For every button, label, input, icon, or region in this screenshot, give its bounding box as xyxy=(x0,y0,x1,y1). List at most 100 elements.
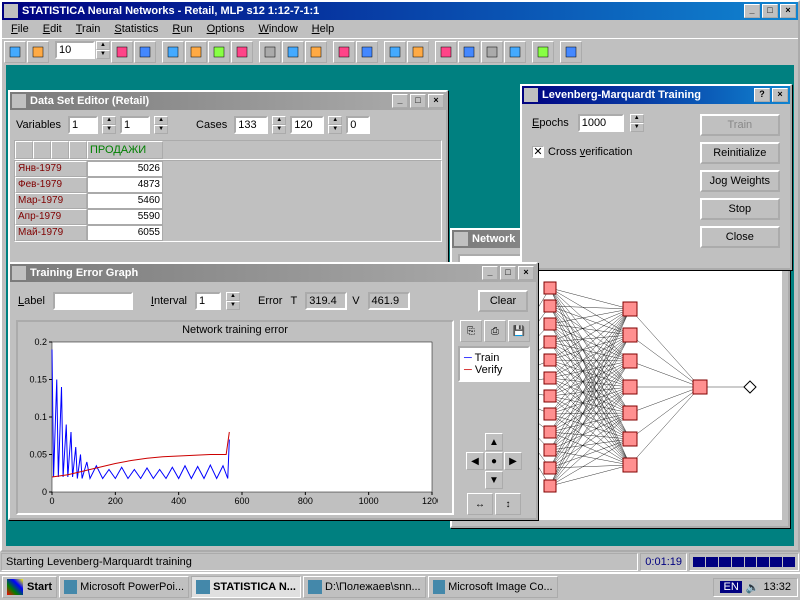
tool-sc3[interactable] xyxy=(305,41,327,63)
var-a-spin[interactable]: ▲▼ xyxy=(102,116,116,134)
tool-save[interactable] xyxy=(27,41,49,63)
tool-net3[interactable] xyxy=(208,41,230,63)
var-b-input[interactable]: 1 xyxy=(120,116,150,134)
systray[interactable]: EN 🔊 13:32 xyxy=(713,578,798,597)
tool-sc2[interactable] xyxy=(282,41,304,63)
ds-tool-4[interactable] xyxy=(69,141,87,159)
chart-tool-copy[interactable]: ⎘ xyxy=(460,320,482,342)
cross-label: Cross verification xyxy=(548,146,632,158)
menu-window[interactable]: Window xyxy=(252,21,305,37)
ds-tool-3[interactable] xyxy=(51,141,69,159)
cross-checkbox[interactable]: ✕ xyxy=(532,146,544,158)
tool-sc1[interactable] xyxy=(259,41,281,63)
nav-pad[interactable]: ▲ ◀●▶ ▼ xyxy=(458,433,530,489)
ds-tool-2[interactable] xyxy=(33,141,51,159)
var-a-input[interactable]: 1 xyxy=(68,116,98,134)
svg-text:0: 0 xyxy=(42,487,47,497)
tool-line[interactable] xyxy=(481,41,503,63)
task-button[interactable]: Microsoft PowerPoi... xyxy=(59,576,189,598)
interval-spin[interactable]: ▲▼ xyxy=(226,292,240,310)
col-header[interactable]: ПРОДАЖИ xyxy=(87,141,163,159)
tool-hist[interactable] xyxy=(435,41,457,63)
table-row[interactable]: Апр-19795590 xyxy=(15,209,441,225)
ds-tool-1[interactable] xyxy=(15,141,33,159)
errgraph-titlebar[interactable]: Training Error Graph _ □ × xyxy=(10,264,536,282)
lm-titlebar[interactable]: Levenberg-Marquardt Training ? × xyxy=(522,86,790,104)
errgraph-close[interactable]: × xyxy=(518,266,534,280)
case-b-spin[interactable]: ▲▼ xyxy=(328,116,342,134)
chart-tool-save[interactable]: 💾 xyxy=(508,320,530,342)
tool-stop[interactable] xyxy=(356,41,378,63)
lm-jog-weights-button[interactable]: Jog Weights xyxy=(700,170,780,192)
tool-net1[interactable] xyxy=(162,41,184,63)
lm-close-button[interactable]: Close xyxy=(700,226,780,248)
table-row[interactable]: Май-19796055 xyxy=(15,225,441,241)
task-button[interactable]: STATISTICA N... xyxy=(191,576,301,598)
case-c-input[interactable]: 0 xyxy=(346,116,370,134)
tool-tool[interactable] xyxy=(532,41,554,63)
dataset-min[interactable]: _ xyxy=(392,94,408,108)
chart-tool-print[interactable]: ⎙ xyxy=(484,320,506,342)
close-button[interactable]: × xyxy=(780,4,796,18)
case-a-spin[interactable]: ▲▼ xyxy=(272,116,286,134)
table-row[interactable]: Янв-19795026 xyxy=(15,161,441,177)
task-button[interactable]: Microsoft Image Co... xyxy=(428,576,558,598)
tray-icon[interactable]: 🔊 xyxy=(746,581,760,594)
dataset-titlebar[interactable]: Data Set Editor (Retail) _ □ × xyxy=(10,92,446,110)
case-a-input[interactable]: 133 xyxy=(234,116,268,134)
network-icon xyxy=(454,232,468,246)
svg-text:0.05: 0.05 xyxy=(29,450,47,460)
errgraph-min[interactable]: _ xyxy=(482,266,498,280)
tool-run[interactable] xyxy=(333,41,355,63)
maximize-button[interactable]: □ xyxy=(762,4,778,18)
dataset-close[interactable]: × xyxy=(428,94,444,108)
tool-table[interactable] xyxy=(134,41,156,63)
menu-train[interactable]: Train xyxy=(69,21,108,37)
table-row[interactable]: Мар-19795460 xyxy=(15,193,441,209)
tool-bar[interactable] xyxy=(407,41,429,63)
minimize-button[interactable]: _ xyxy=(744,4,760,18)
t-value: 319.4 xyxy=(305,292,347,310)
table-row[interactable]: Фев-19794873 xyxy=(15,177,441,193)
dataset-max[interactable]: □ xyxy=(410,94,426,108)
lang-indicator[interactable]: EN xyxy=(720,581,741,593)
clear-button[interactable]: Clear xyxy=(478,290,528,312)
lm-help[interactable]: ? xyxy=(754,88,770,102)
tool-grid[interactable] xyxy=(111,41,133,63)
zoom-h[interactable]: ↔ xyxy=(467,493,493,515)
error-label: Error xyxy=(258,295,282,307)
menu-run[interactable]: Run xyxy=(165,21,199,37)
lm-close[interactable]: × xyxy=(772,88,788,102)
svg-text:1200: 1200 xyxy=(422,496,438,506)
interval-input[interactable]: 1 xyxy=(195,292,221,310)
status-progress xyxy=(689,553,799,571)
lm-train-button[interactable]: Train xyxy=(700,114,780,136)
tool-plot[interactable] xyxy=(458,41,480,63)
tool-grid2[interactable] xyxy=(504,41,526,63)
tool-chart[interactable] xyxy=(384,41,406,63)
lm-reinitialize-button[interactable]: Reinitialize xyxy=(700,142,780,164)
menu-edit[interactable]: Edit xyxy=(36,21,69,37)
svg-text:1000: 1000 xyxy=(359,496,379,506)
var-b-spin[interactable]: ▲▼ xyxy=(154,116,168,134)
tool-net4[interactable] xyxy=(231,41,253,63)
epochs-spin[interactable]: ▲▼ xyxy=(630,114,644,132)
task-button[interactable]: D:\Полежаев\snn... xyxy=(303,576,426,598)
case-field[interactable]: 10 xyxy=(55,41,95,59)
menu-help[interactable]: Help xyxy=(305,21,342,37)
label-input[interactable] xyxy=(53,292,133,310)
case-b-input[interactable]: 120 xyxy=(290,116,324,134)
menu-options[interactable]: Options xyxy=(200,21,252,37)
zoom-v[interactable]: ↕ xyxy=(495,493,521,515)
tool-net2[interactable] xyxy=(185,41,207,63)
menu-file[interactable]: File xyxy=(4,21,36,37)
menu-statistics[interactable]: Statistics xyxy=(107,21,165,37)
label-label: Label xyxy=(18,295,45,307)
status-time: 0:01:19 xyxy=(640,553,687,571)
errgraph-max[interactable]: □ xyxy=(500,266,516,280)
tool-open[interactable] xyxy=(4,41,26,63)
epochs-input[interactable]: 1000 xyxy=(578,114,624,132)
lm-stop-button[interactable]: Stop xyxy=(700,198,780,220)
start-button[interactable]: Start xyxy=(2,576,57,598)
tool-arrow[interactable] xyxy=(560,41,582,63)
